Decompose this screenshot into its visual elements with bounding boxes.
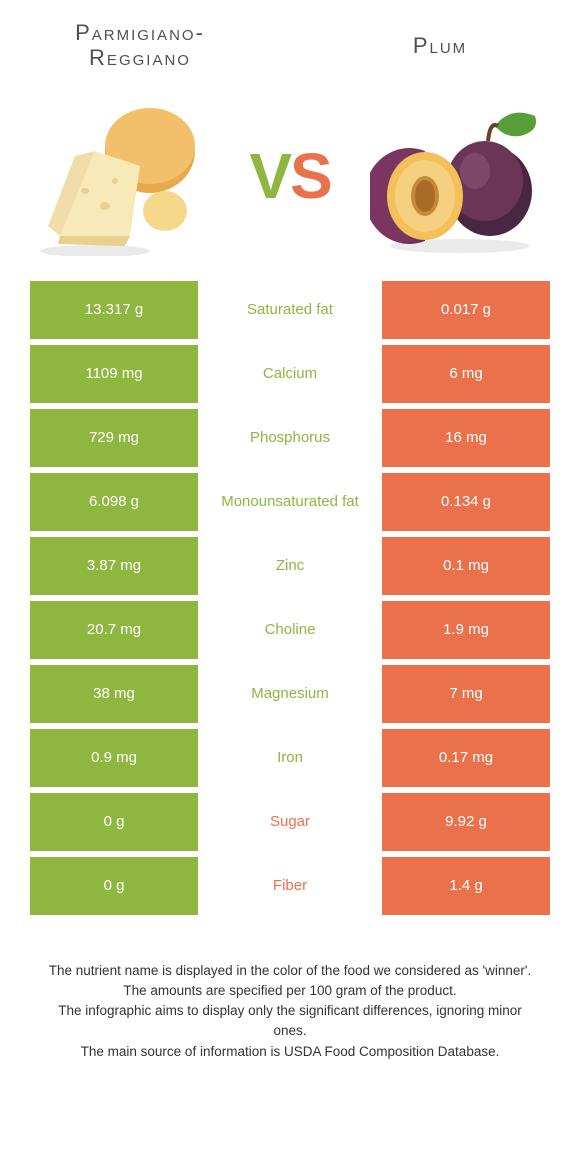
nutrient-label: Phosphorus (200, 409, 380, 467)
right-value: 1.4 g (380, 857, 550, 915)
right-value: 6 mg (380, 345, 550, 403)
left-value: 38 mg (30, 665, 200, 723)
footer-line-3: The infographic aims to display only the… (40, 1001, 540, 1042)
nutrient-label: Magnesium (200, 665, 380, 723)
nutrient-label: Fiber (200, 857, 380, 915)
right-value: 16 mg (380, 409, 550, 467)
left-value: 13.317 g (30, 281, 200, 339)
table-row: 38 mgMagnesium7 mg (30, 665, 550, 723)
footer-line-2: The amounts are specified per 100 gram o… (40, 981, 540, 1001)
nutrient-label: Sugar (200, 793, 380, 851)
table-row: 729 mgPhosphorus16 mg (30, 409, 550, 467)
hero-row: VS (0, 81, 580, 281)
right-food-title: Plum (340, 33, 540, 58)
footer-notes: The nutrient name is displayed in the co… (0, 921, 580, 1082)
left-value: 0 g (30, 793, 200, 851)
left-food-title: Parmigiano-Reggiano (40, 20, 240, 71)
table-row: 0.9 mgIron0.17 mg (30, 729, 550, 787)
table-row: 6.098 gMonounsaturated fat0.134 g (30, 473, 550, 531)
right-value: 7 mg (380, 665, 550, 723)
table-row: 0 gFiber1.4 g (30, 857, 550, 915)
table-row: 3.87 mgZinc0.1 mg (30, 537, 550, 595)
vs-v: V (249, 140, 290, 212)
left-value: 6.098 g (30, 473, 200, 531)
right-value: 1.9 mg (380, 601, 550, 659)
right-value: 0.017 g (380, 281, 550, 339)
nutrient-table: 13.317 gSaturated fat0.017 g 1109 mgCalci… (0, 281, 580, 915)
right-value: 0.134 g (380, 473, 550, 531)
left-value: 20.7 mg (30, 601, 200, 659)
left-value: 1109 mg (30, 345, 200, 403)
table-row: 1109 mgCalcium6 mg (30, 345, 550, 403)
nutrient-label: Zinc (200, 537, 380, 595)
header: Parmigiano-Reggiano Plum (0, 0, 580, 81)
cheese-image (30, 96, 210, 256)
nutrient-label: Monounsaturated fat (200, 473, 380, 531)
footer-line-1: The nutrient name is displayed in the co… (40, 961, 540, 981)
nutrient-label: Iron (200, 729, 380, 787)
vs-s: S (290, 140, 331, 212)
footer-line-4: The main source of information is USDA F… (40, 1042, 540, 1062)
right-value: 9.92 g (380, 793, 550, 851)
vs-label: VS (249, 139, 330, 213)
table-row: 13.317 gSaturated fat0.017 g (30, 281, 550, 339)
right-value: 0.17 mg (380, 729, 550, 787)
left-value: 729 mg (30, 409, 200, 467)
nutrient-label: Choline (200, 601, 380, 659)
nutrient-label: Calcium (200, 345, 380, 403)
right-value: 0.1 mg (380, 537, 550, 595)
left-value: 0 g (30, 857, 200, 915)
nutrient-label: Saturated fat (200, 281, 380, 339)
table-row: 20.7 mgCholine1.9 mg (30, 601, 550, 659)
left-value: 0.9 mg (30, 729, 200, 787)
table-row: 0 gSugar9.92 g (30, 793, 550, 851)
plum-image (370, 96, 550, 256)
left-value: 3.87 mg (30, 537, 200, 595)
